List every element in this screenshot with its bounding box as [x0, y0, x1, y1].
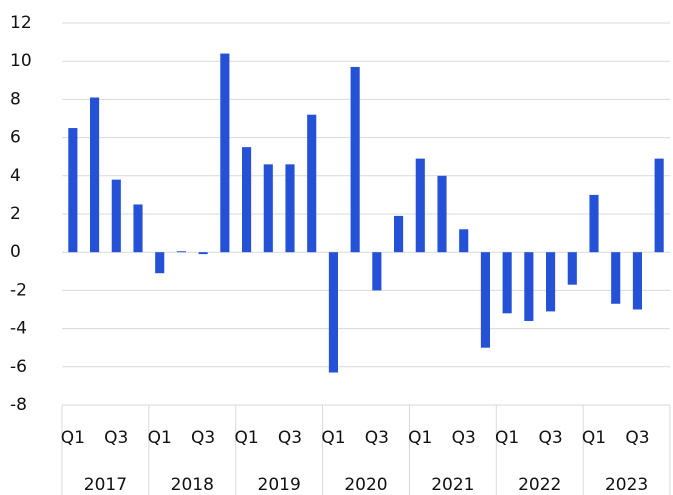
x-tick-label: Q3 [365, 428, 389, 448]
bar [589, 194, 599, 253]
x-tick-label: Q1 [582, 428, 606, 448]
group-label: 2023 [605, 475, 648, 495]
x-tick-label: Q1 [408, 428, 432, 448]
bar [155, 252, 165, 274]
bar [133, 204, 143, 253]
bar [285, 164, 295, 253]
bar [111, 179, 121, 253]
x-tick-label: Q3 [104, 428, 128, 448]
group-label: 2021 [431, 475, 474, 495]
bar [524, 252, 534, 321]
bar [502, 252, 512, 314]
x-tick-label: Q1 [61, 428, 85, 448]
y-tick-label: 8 [10, 89, 21, 109]
bar [611, 252, 621, 304]
x-tick-label: Q1 [321, 428, 345, 448]
bar [437, 175, 447, 253]
y-tick-label: -2 [10, 280, 27, 300]
group-label: 2018 [171, 475, 214, 495]
y-tick-label: 12 [10, 13, 32, 33]
x-tick-label: Q3 [538, 428, 562, 448]
bar [459, 229, 469, 253]
x-tick-label: Q3 [191, 428, 215, 448]
bar [176, 251, 186, 253]
group-label: 2019 [258, 475, 301, 495]
x-tick-label: Q1 [148, 428, 172, 448]
bar [220, 53, 230, 253]
bar [350, 66, 360, 253]
y-tick-label: 4 [10, 166, 21, 186]
y-tick-label: -6 [10, 357, 27, 377]
bar [654, 158, 664, 253]
bar [242, 147, 252, 253]
bar [307, 114, 317, 253]
x-tick-label: Q1 [495, 428, 519, 448]
y-tick-label: 10 [10, 51, 32, 71]
x-tick-label: Q3 [452, 428, 476, 448]
group-label: 2022 [518, 475, 561, 495]
bar [90, 97, 100, 253]
y-tick-label: -4 [10, 319, 27, 339]
y-tick-label: 6 [10, 128, 21, 148]
bar [372, 252, 382, 291]
bar [480, 252, 490, 348]
y-tick-label: 0 [10, 242, 21, 262]
bar [546, 252, 556, 312]
bar [394, 215, 404, 253]
bar [263, 164, 273, 253]
x-tick-label: Q1 [234, 428, 258, 448]
bar [68, 128, 78, 253]
bar [328, 252, 338, 373]
bar [632, 252, 642, 310]
x-tick-label: Q3 [278, 428, 302, 448]
x-tick-label: Q3 [625, 428, 649, 448]
bar [567, 252, 577, 285]
group-label: 2017 [84, 475, 127, 495]
group-label: 2020 [344, 475, 387, 495]
bar [198, 252, 208, 255]
y-tick-label: 2 [10, 204, 21, 224]
bar [415, 158, 425, 253]
y-tick-label: -8 [10, 395, 27, 415]
